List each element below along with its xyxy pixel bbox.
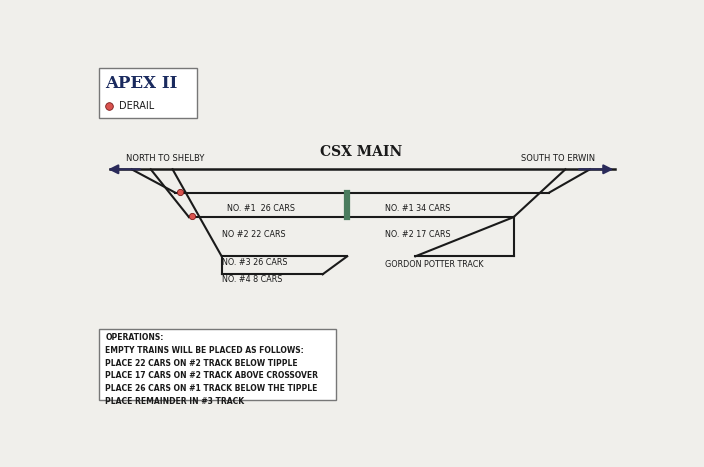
Text: NO. #4 8 CARS: NO. #4 8 CARS [222,275,282,284]
Text: NO. #1  26 CARS: NO. #1 26 CARS [227,205,295,213]
FancyBboxPatch shape [99,329,336,400]
Text: GORDON POTTER TRACK: GORDON POTTER TRACK [385,260,484,269]
Text: APEX II: APEX II [106,75,178,92]
Text: OPERATIONS:
EMPTY TRAINS WILL BE PLACED AS FOLLOWS:
PLACE 22 CARS ON #2 TRACK BE: OPERATIONS: EMPTY TRAINS WILL BE PLACED … [106,333,318,406]
FancyBboxPatch shape [99,68,196,118]
Text: NO. #3 26 CARS: NO. #3 26 CARS [222,258,287,267]
Text: NO #2 22 CARS: NO #2 22 CARS [222,230,285,239]
Text: NORTH TO SHELBY: NORTH TO SHELBY [126,154,205,163]
Text: NO. #2 17 CARS: NO. #2 17 CARS [385,230,451,239]
Text: DERAIL: DERAIL [119,101,154,111]
Text: SOUTH TO ERWIN: SOUTH TO ERWIN [521,154,596,163]
Text: CSX MAIN: CSX MAIN [320,145,402,159]
Text: NO. #1 34 CARS: NO. #1 34 CARS [385,205,451,213]
